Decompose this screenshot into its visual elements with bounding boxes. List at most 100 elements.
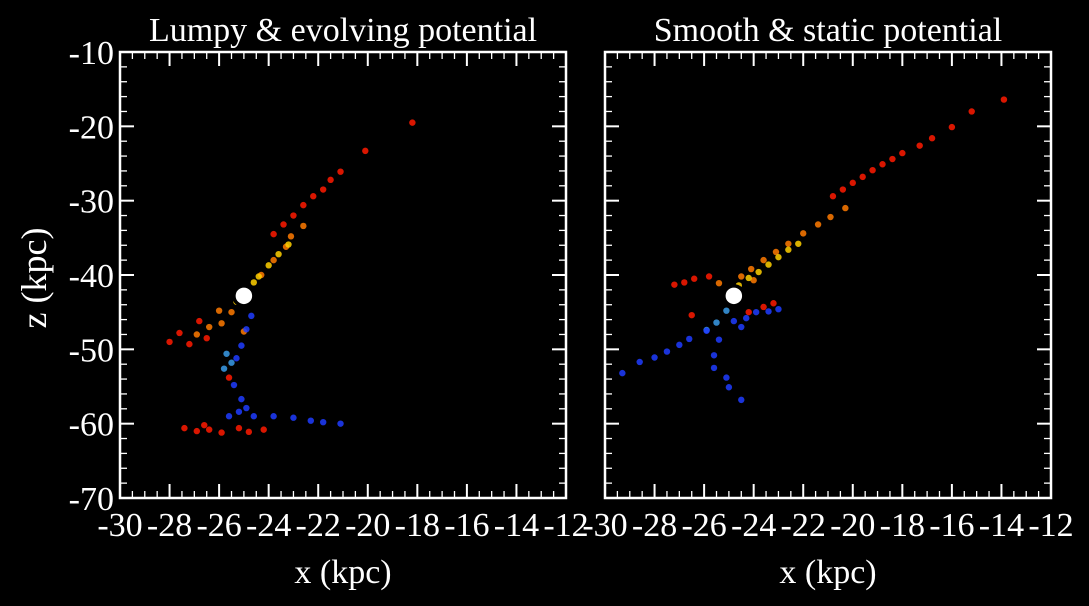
data-point [968,108,975,115]
data-point [710,352,718,359]
data-point [1000,96,1008,103]
data-point [307,417,314,424]
data-point [186,340,193,348]
data-point [889,155,896,163]
data-point [285,241,292,248]
data-point [730,317,738,325]
data-point [688,311,695,319]
data-point [270,413,277,420]
y-tick-label: -60 [69,407,114,444]
data-point [814,221,822,228]
progenitor-marker [722,284,746,308]
data-point [300,222,307,230]
plot-frame [118,50,568,500]
panel-title: Smooth & static potential [654,12,1002,49]
data-point [775,253,782,261]
y-tick-label: -10 [69,35,114,72]
data-point [738,323,745,331]
data-point [250,279,257,286]
x-tick-label: -30 [582,507,627,544]
x-tick-label: -20 [345,507,390,544]
panel-title: Lumpy & evolving potential [149,12,537,49]
data-point [705,273,713,280]
data-point [725,384,733,391]
data-point [715,279,723,287]
data-point [245,428,253,436]
data-point [691,275,698,282]
data-point [270,230,277,238]
data-point [710,364,718,372]
data-point [859,173,866,181]
progenitor-marker [232,284,256,308]
data-point [193,427,201,435]
data-point [235,424,243,432]
data-point [218,320,225,327]
data-point [738,396,745,404]
data-point [176,329,183,337]
data-point [928,135,936,142]
data-point [849,179,856,187]
data-point [916,142,923,149]
data-point [196,317,203,325]
data-point [800,230,807,237]
x-tick-label: -16 [444,507,489,544]
data-point [713,319,720,326]
data-point [233,355,240,362]
data-point [651,354,658,361]
x-axis-label: x (kpc) [779,554,876,591]
data-point [181,424,188,432]
data-point [829,193,837,200]
data-point [715,336,723,343]
data-point [260,426,267,433]
x-tick-label: -26 [196,507,241,544]
x-tick-label: -28 [147,507,192,544]
data-point [275,250,282,258]
panel-smooth: Smooth & static potential x (kpc) -30 -28… [582,12,1073,591]
data-point [319,418,327,426]
data-point [760,256,767,264]
x-tick-label: -24 [731,507,776,544]
data-point [270,256,277,264]
y-tick-label: -70 [69,481,114,518]
data-point [238,395,245,403]
data-point [337,420,344,427]
data-point [201,421,208,429]
data-point [795,240,802,247]
data-point [899,149,906,157]
y-tick-label: -40 [69,258,114,295]
figure-ylabel: z (kpc) [14,228,54,329]
data-point [785,240,792,247]
data-point [265,262,272,269]
data-point [636,358,643,366]
x-tick-label: -12 [543,507,588,544]
data-point [663,348,671,355]
data-point [879,161,886,168]
data-point [223,350,230,357]
data-point [228,359,235,366]
y-tick-label: -50 [69,332,114,369]
y-tick-label: -20 [69,109,114,146]
data-point [225,413,233,420]
data-point [738,273,745,280]
data-point [676,341,683,349]
data-point [300,201,307,209]
x-axis-label: x (kpc) [294,554,391,591]
data-point [238,342,245,349]
data-point [723,374,730,381]
x-tick-label: -22 [781,507,826,544]
data-point [218,429,225,436]
x-tick-label: -14 [979,507,1024,544]
data-point [166,338,173,346]
data-point [248,312,255,320]
data-point [681,279,688,286]
data-point [206,323,213,331]
data-point [235,408,243,415]
panel-lumpy: Lumpy & evolving potential x (kpc) -30 -2… [69,12,589,591]
data-point [255,273,262,280]
data-point [770,300,777,307]
data-point [203,334,210,342]
data-point [243,326,250,333]
data-point [745,308,752,316]
